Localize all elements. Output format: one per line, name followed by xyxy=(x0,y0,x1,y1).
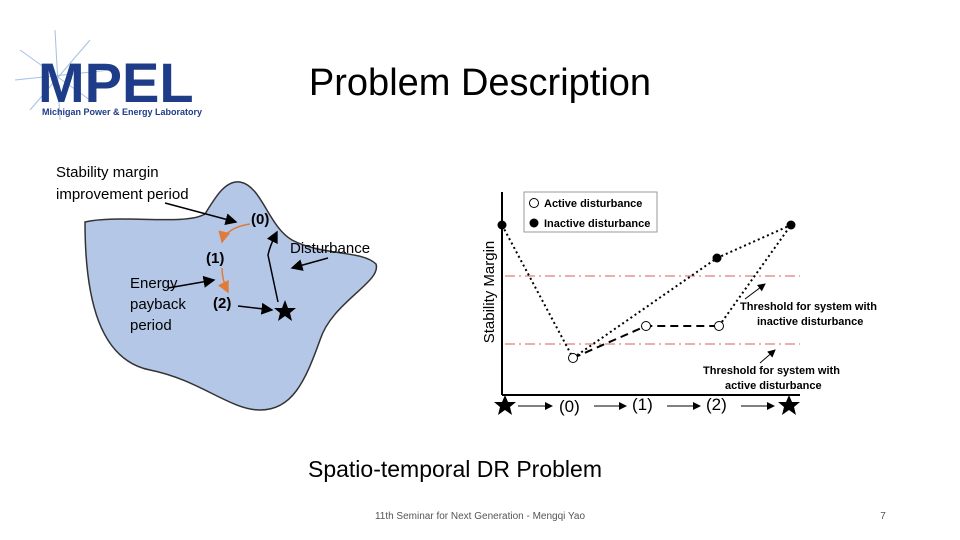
threshold-label: inactive disturbance xyxy=(757,316,863,328)
improvement-label: improvement period xyxy=(56,186,189,203)
payback-label: period xyxy=(130,317,172,334)
x-state-label: (0) xyxy=(559,397,580,416)
star xyxy=(494,395,516,415)
logo: MPEL Michigan Power & Energy Laboratory xyxy=(14,29,202,121)
footer-text: 11th Seminar for Next Generation - Mengq… xyxy=(375,511,586,522)
state-label: (1) xyxy=(206,250,224,267)
star xyxy=(274,300,296,321)
legend-label: Inactive disturbance xyxy=(544,218,650,230)
jump-arrow xyxy=(266,230,279,303)
improvement-label: Stability margin xyxy=(56,164,159,181)
pointer-arrow xyxy=(167,275,216,289)
pointer-arrow xyxy=(759,349,776,364)
arrow xyxy=(237,302,274,315)
logo-name: MPEL xyxy=(38,51,194,114)
disturbance-label: Disturbance xyxy=(290,240,370,257)
state-label: (0) xyxy=(251,211,269,228)
x-state-label: (1) xyxy=(632,395,653,414)
caption: Spatio-temporal DR Problem xyxy=(308,456,602,482)
legend-label: Active disturbance xyxy=(544,198,642,210)
threshold-label: Threshold for system with xyxy=(703,365,840,377)
pointer-arrow xyxy=(744,283,766,300)
threshold-label: active disturbance xyxy=(725,380,822,392)
orange-arrow xyxy=(218,223,251,244)
legend-symbol xyxy=(529,198,539,208)
payback-label: Energy xyxy=(130,275,178,292)
legend-symbol xyxy=(529,218,539,228)
slide-title: Problem Description xyxy=(309,62,651,104)
legend-box xyxy=(523,191,658,233)
payback-label: payback xyxy=(130,296,186,313)
inactive-points xyxy=(497,220,796,263)
threshold-label: Threshold for system with xyxy=(740,301,877,313)
page-number: 7 xyxy=(880,511,886,522)
orange-arrow xyxy=(217,267,229,294)
y-axis-label: Stability Margin xyxy=(481,241,498,344)
pointer-arrow xyxy=(164,202,238,226)
active-points xyxy=(568,321,724,363)
x-state-label: (2) xyxy=(706,395,727,414)
star xyxy=(778,395,800,415)
right-diagram: Stability Margin Active disturbance Inac… xyxy=(481,191,877,416)
region-blob xyxy=(84,181,378,411)
logo-subtitle: Michigan Power & Energy Laboratory xyxy=(42,107,202,117)
state-label: (2) xyxy=(213,295,231,312)
pointer-arrow xyxy=(290,257,329,271)
